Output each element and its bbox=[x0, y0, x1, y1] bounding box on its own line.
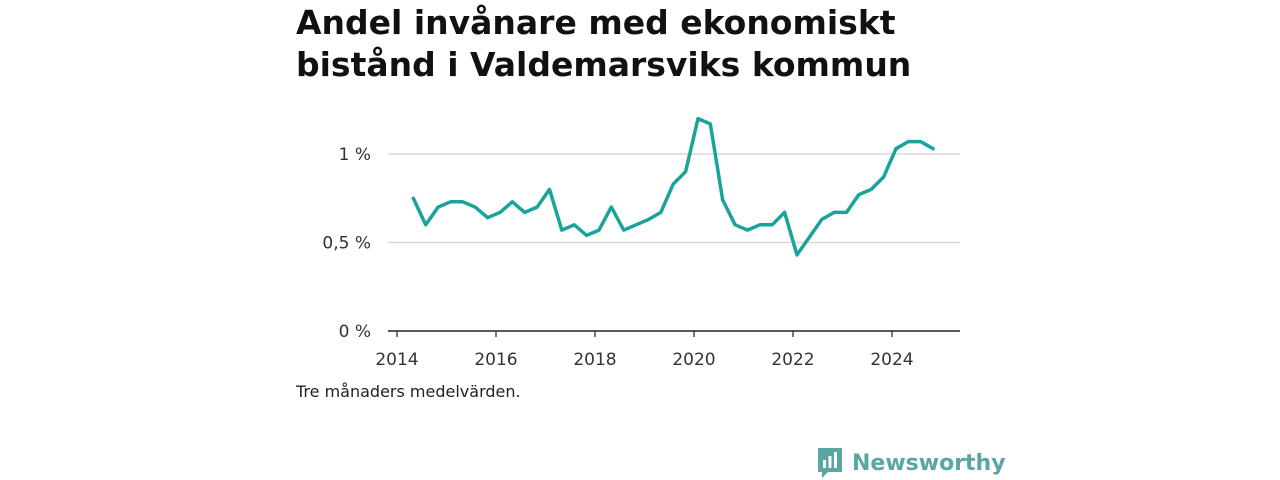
y-axis-ticks: 0 % 0,5 % 1 % bbox=[322, 145, 371, 342]
brand-name: Newsworthy bbox=[852, 450, 1006, 476]
newsworthy-logo-icon bbox=[818, 448, 842, 478]
x-tick-label: 2020 bbox=[672, 350, 715, 370]
y-tick-label: 0,5 % bbox=[322, 234, 371, 254]
chart-title: Andel invånare med ekonomiskt bistånd i … bbox=[296, 3, 912, 84]
gridlines bbox=[388, 153, 960, 244]
y-tick-label: 1 % bbox=[339, 145, 371, 165]
x-tick-label: 2016 bbox=[474, 350, 517, 370]
chart-caption: Tre månaders medelvärden. bbox=[296, 382, 521, 401]
x-axis: 2014 2016 2018 2020 2022 2024 bbox=[375, 330, 960, 370]
series-group bbox=[411, 116, 935, 257]
x-tick-label: 2014 bbox=[375, 350, 418, 370]
series-line bbox=[411, 116, 935, 257]
brand-logo: Newsworthy bbox=[816, 446, 1006, 480]
x-tick-label: 2018 bbox=[573, 350, 616, 370]
x-tick-label: 2024 bbox=[870, 350, 913, 370]
y-tick-label: 0 % bbox=[339, 322, 371, 342]
x-tick-label: 2022 bbox=[771, 350, 814, 370]
